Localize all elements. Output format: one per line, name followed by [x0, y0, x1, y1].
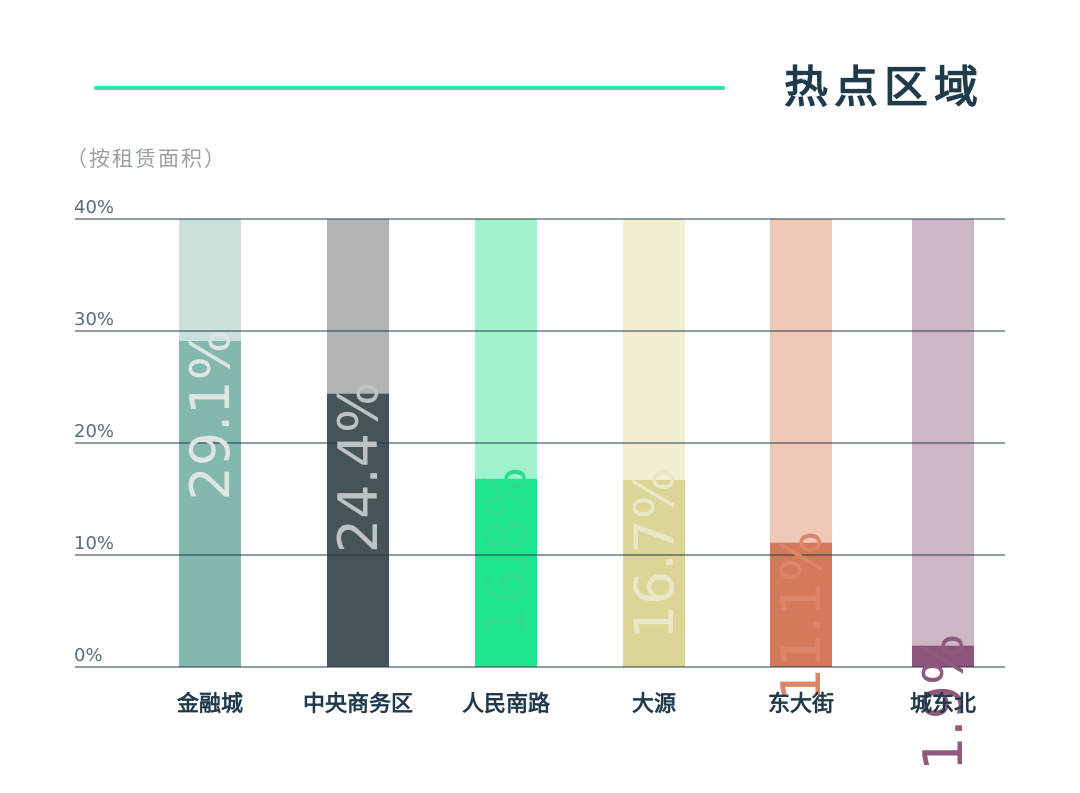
x-tick-label: 中央商务区 [303, 691, 413, 717]
x-tick-label: 东大街 [768, 691, 834, 717]
bar [770, 542, 832, 667]
x-tick-label: 金融城 [176, 691, 243, 717]
x-tick-label: 大源 [632, 692, 676, 717]
bar [623, 479, 685, 667]
value-label: 16.7% [623, 468, 686, 640]
bar [179, 341, 241, 667]
value-label: 16.8% [475, 467, 538, 639]
y-tick-label: 0% [74, 645, 103, 666]
page-title: 热点区域 [784, 62, 984, 113]
y-tick-label: 20% [74, 421, 114, 442]
y-tick-label: 40% [74, 197, 114, 218]
bar [475, 478, 537, 667]
y-tick-label: 10% [74, 533, 114, 554]
value-label: 11.1% [770, 531, 833, 703]
value-label: 1.9% [912, 634, 975, 771]
value-label: 29.1% [179, 329, 242, 501]
chart-subtitle: （按租赁面积） [66, 147, 227, 171]
y-tick-label: 30% [74, 309, 114, 330]
accent-line [94, 86, 725, 90]
bar [327, 393, 389, 667]
value-label: 24.4% [327, 382, 390, 554]
bar [912, 645, 974, 667]
x-tick-label: 人民南路 [462, 691, 551, 717]
x-tick-label: 城东北 [910, 691, 976, 717]
